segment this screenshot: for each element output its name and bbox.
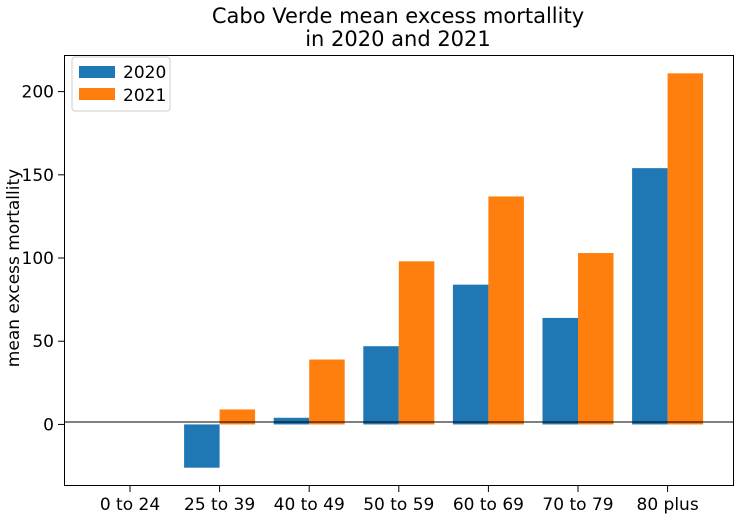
bar-2021-40-to-49 <box>309 359 345 425</box>
x-tick-label: 60 to 69 <box>453 495 524 514</box>
legend-label-2020: 2020 <box>123 63 166 83</box>
legend-label-2021: 2021 <box>123 86 166 106</box>
chart-title-line1: Cabo Verde mean excess mortallity <box>212 4 584 28</box>
legend: 2020 2021 <box>71 56 171 112</box>
bar-2020-50-to-59 <box>363 346 399 425</box>
bar-2021-25-to-39 <box>219 409 256 425</box>
x-tick-label: 0 to 24 <box>100 495 160 514</box>
bar-2020-40-to-49 <box>273 417 310 425</box>
chart-title-line2: in 2020 and 2021 <box>305 27 491 51</box>
bar-2020-80-plus <box>632 168 668 425</box>
y-axis-ticks: 0 50 100 150 200 <box>22 83 64 435</box>
y-tick-label: 0 <box>43 415 54 435</box>
plot-frame <box>64 55 734 486</box>
x-tick-label: 70 to 79 <box>542 495 613 514</box>
x-tick-label: 25 to 39 <box>184 495 255 514</box>
bar-2020-25-to-39 <box>184 424 220 468</box>
y-tick-label: 150 <box>22 166 54 186</box>
bar-2020-60-to-69 <box>452 284 489 425</box>
bar-2021-70-to-79 <box>578 253 614 425</box>
bar-2021-60-to-69 <box>488 196 524 425</box>
y-tick-label: 100 <box>22 249 54 269</box>
x-tick-label: 40 to 49 <box>274 495 345 514</box>
y-axis-label: mean excess mortallity <box>4 169 24 367</box>
bar-2020-70-to-79 <box>542 317 578 425</box>
legend-swatch-2021 <box>79 88 115 100</box>
bar-2021-50-to-59 <box>398 261 435 425</box>
x-tick-label: 80 plus <box>637 495 699 514</box>
bars-layer <box>184 73 704 468</box>
legend-swatch-2020 <box>79 66 115 78</box>
bar-2021-80-plus <box>667 73 704 425</box>
y-tick-label: 50 <box>32 332 54 352</box>
x-tick-label: 50 to 59 <box>363 495 434 514</box>
y-tick-label: 200 <box>22 83 54 103</box>
x-axis-ticks: 0 to 24 25 to 39 40 to 49 50 to 59 60 to 69 7… <box>100 486 699 515</box>
